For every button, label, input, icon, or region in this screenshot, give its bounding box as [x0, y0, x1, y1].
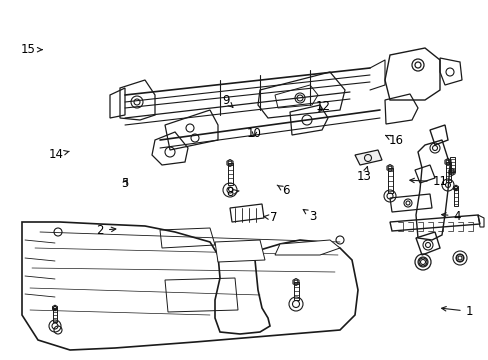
Text: 4: 4	[441, 210, 460, 222]
Polygon shape	[215, 240, 264, 262]
Text: 9: 9	[222, 94, 232, 107]
Text: 1: 1	[441, 305, 472, 318]
Text: 5: 5	[121, 177, 128, 190]
Text: 16: 16	[385, 134, 403, 147]
Text: 2: 2	[96, 224, 116, 237]
Text: 15: 15	[21, 43, 42, 56]
Polygon shape	[354, 150, 381, 165]
Text: 8: 8	[225, 186, 239, 199]
Text: 10: 10	[246, 127, 261, 140]
Text: 6: 6	[277, 184, 289, 197]
Text: 3: 3	[303, 210, 316, 222]
Polygon shape	[274, 240, 339, 255]
Text: 13: 13	[356, 167, 371, 183]
Text: 14: 14	[49, 148, 69, 161]
Text: 12: 12	[315, 100, 329, 113]
Text: 7: 7	[264, 211, 277, 224]
Text: 11: 11	[409, 175, 447, 188]
